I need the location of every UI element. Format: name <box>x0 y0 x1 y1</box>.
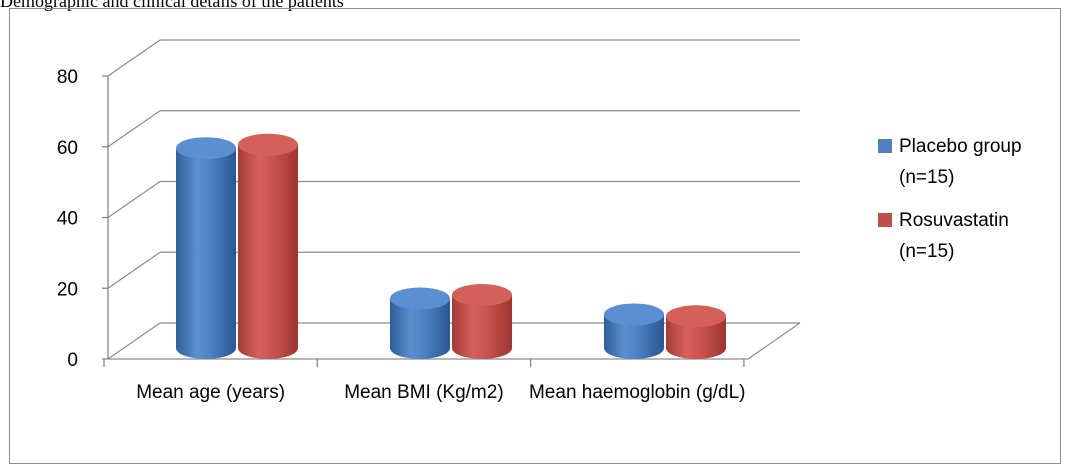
category-label: Mean BMI (Kg/m2) <box>344 382 503 403</box>
bar <box>452 284 512 359</box>
legend-label-count: (n=15) <box>899 167 954 188</box>
legend: Placebo group (n=15) Rosuvastatin (n=15) <box>878 136 1022 262</box>
bar-top <box>666 305 726 328</box>
gridline-depth-20 <box>107 251 161 289</box>
bar <box>604 303 664 359</box>
bar-top <box>390 287 450 310</box>
bar <box>390 287 450 359</box>
bar-body <box>390 298 450 359</box>
bars <box>176 133 726 359</box>
bar <box>666 305 726 359</box>
bar-top <box>176 137 236 160</box>
labels: 0 20 40 60 80 Mean age (years) Mean BMI (Kg/m2… <box>57 67 746 403</box>
axes <box>102 75 745 367</box>
bar-body <box>666 316 726 359</box>
bar-top <box>604 303 664 326</box>
legend-swatch <box>878 139 892 153</box>
y-tick-label: 80 <box>57 67 78 88</box>
chart-frame <box>9 8 1061 464</box>
gridline-depth-40 <box>107 181 161 218</box>
bar-top <box>452 284 512 307</box>
bar-body <box>604 314 664 359</box>
y-tick-label: 0 <box>67 350 78 371</box>
bar <box>238 133 298 359</box>
legend-swatch <box>878 213 892 227</box>
legend-label: Rosuvastatin <box>899 210 1009 231</box>
bar <box>176 137 236 359</box>
category-label: Mean age (years) <box>136 382 285 403</box>
y-tick-label: 20 <box>57 279 78 300</box>
y-tick-label: 60 <box>57 138 78 159</box>
gridline-depth-80 <box>107 39 161 77</box>
category-label: Mean haemoglobin (g/dL) <box>529 382 746 403</box>
bar-body <box>176 148 236 359</box>
chart-caption: Demographic and clinical details of the … <box>0 0 344 11</box>
gridline-depth-0 <box>107 322 161 360</box>
floor-right-edge <box>747 322 801 360</box>
bar-body <box>238 144 298 359</box>
legend-label: Placebo group <box>899 136 1022 157</box>
gridline-depth-60 <box>107 110 161 148</box>
bar-top <box>238 133 298 156</box>
y-tick-label: 40 <box>57 209 78 230</box>
bar-body <box>452 295 512 359</box>
legend-label-count: (n=15) <box>899 241 954 262</box>
